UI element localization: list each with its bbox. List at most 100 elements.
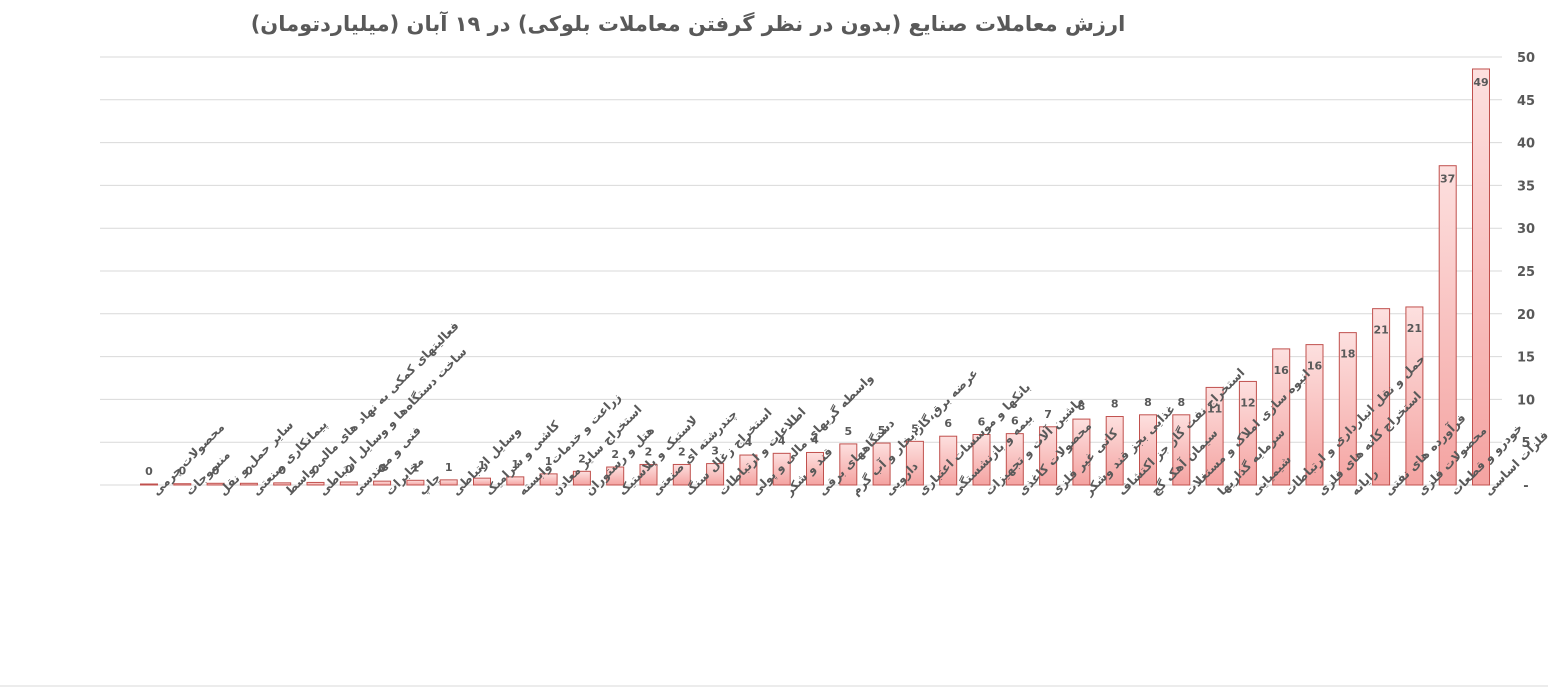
y-tick-label: 20 <box>1517 308 1535 323</box>
bar <box>1139 414 1157 486</box>
bar <box>1272 348 1291 486</box>
data-label: 0 <box>212 464 220 477</box>
bar <box>639 463 658 486</box>
y-tick-label: 5 <box>1521 436 1530 451</box>
data-label: 1 <box>412 461 420 474</box>
bar <box>1039 426 1058 486</box>
bar <box>1405 306 1424 486</box>
data-label: 2 <box>611 448 619 461</box>
data-label: 21 <box>1373 324 1388 337</box>
data-label: 37 <box>1440 173 1455 186</box>
bar <box>1305 344 1324 486</box>
data-label: 1 <box>511 458 519 471</box>
bar <box>1105 416 1124 486</box>
y-tick-label: - <box>1523 479 1528 494</box>
data-label: 16 <box>1307 360 1323 373</box>
data-label: 5 <box>844 425 852 438</box>
data-label: 21 <box>1407 322 1422 335</box>
y-tick-label: 15 <box>1517 351 1535 366</box>
bar <box>473 477 491 486</box>
bar <box>1205 386 1224 486</box>
data-label: 7 <box>1044 408 1052 421</box>
gridlines <box>100 56 1502 486</box>
data-label: 11 <box>1207 402 1222 415</box>
y-tick-label: 50 <box>1517 51 1535 66</box>
data-label: 3 <box>711 445 719 458</box>
bar <box>739 454 758 486</box>
bar <box>1005 433 1024 486</box>
bar <box>1072 418 1091 486</box>
bars <box>140 68 1490 486</box>
data-label: 0 <box>178 465 186 478</box>
data-label: 8 <box>1078 400 1086 413</box>
x-tick-label: ساخت دستگاه‌ها و وسایل ارتباطی <box>316 344 470 498</box>
bar <box>206 482 225 486</box>
bar <box>1172 414 1191 486</box>
data-label: 5 <box>911 422 919 435</box>
bar <box>706 463 725 486</box>
data-label: 49 <box>1473 76 1488 89</box>
bar <box>606 466 625 486</box>
chart-title: ارزش معاملات صنایع (بدون در نظر گرفتن مع… <box>251 11 1126 36</box>
data-label: 18 <box>1340 348 1355 361</box>
x-tick-label: چاپ <box>416 470 444 498</box>
data-label: 0 <box>378 462 386 475</box>
bar <box>1338 332 1357 486</box>
bar <box>406 479 425 486</box>
data-label: 0 <box>245 464 253 477</box>
bar <box>239 482 258 486</box>
bar <box>339 481 358 486</box>
data-label: 0 <box>312 463 320 476</box>
y-tick-label: 35 <box>1517 179 1535 194</box>
bar <box>672 463 691 486</box>
bar <box>1438 165 1457 486</box>
bar <box>806 451 824 486</box>
data-label: 0 <box>345 463 353 476</box>
data-label: 0 <box>145 465 153 478</box>
bar <box>373 480 392 486</box>
data-label: 1 <box>545 455 553 468</box>
bar <box>1238 380 1257 486</box>
bar <box>905 440 924 486</box>
y-tick-label: 30 <box>1517 222 1535 237</box>
data-label: 2 <box>678 445 686 458</box>
bar <box>1472 68 1490 486</box>
bar <box>173 483 192 486</box>
data-label: 0 <box>278 464 286 477</box>
y-axis-ticks: 50 45 40 35 30 25 20 15 10 5 - <box>1517 51 1535 494</box>
data-label: 8 <box>1144 396 1152 409</box>
data-label: 1 <box>445 461 453 474</box>
bar <box>772 452 791 486</box>
data-label: 4 <box>778 434 786 447</box>
data-label: 8 <box>1177 396 1185 409</box>
bar <box>839 443 858 486</box>
data-label: 6 <box>978 415 986 428</box>
y-tick-label: 40 <box>1517 137 1535 152</box>
data-label: 6 <box>944 417 952 430</box>
data-label: 2 <box>578 452 586 465</box>
bar <box>439 479 458 486</box>
y-tick-label: 10 <box>1517 393 1535 408</box>
data-label: 4 <box>811 433 819 446</box>
data-label: 6 <box>1011 415 1019 428</box>
data-label: 4 <box>745 436 753 449</box>
data-label: 2 <box>645 445 653 458</box>
bar <box>539 473 558 486</box>
data-label: 12 <box>1240 396 1255 409</box>
bar <box>939 435 958 486</box>
data-label: 8 <box>1111 398 1119 411</box>
y-tick-label: 25 <box>1517 265 1535 280</box>
data-label: 1 <box>478 459 486 472</box>
bar <box>306 481 325 486</box>
y-tick-label: 45 <box>1517 94 1535 109</box>
bar <box>1372 308 1391 486</box>
bar <box>872 442 891 486</box>
data-label: 5 <box>878 424 886 437</box>
bar <box>273 482 292 486</box>
bar <box>572 470 591 486</box>
bar <box>972 433 991 486</box>
bar <box>140 483 158 486</box>
